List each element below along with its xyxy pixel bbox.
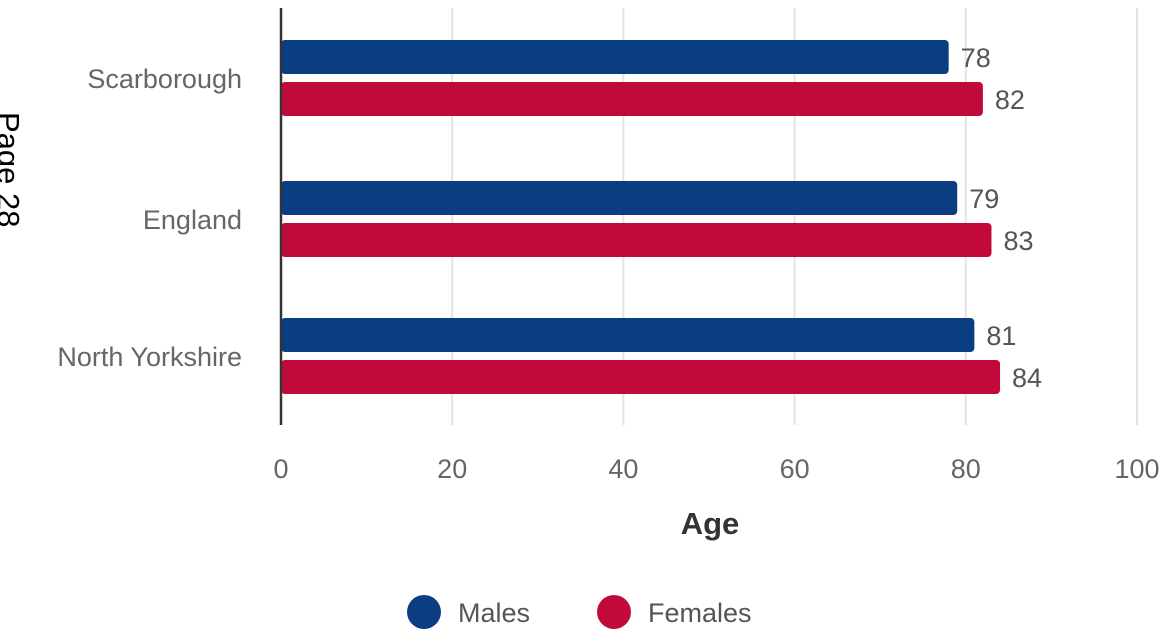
bar-females	[281, 360, 1001, 394]
category-label: North Yorkshire	[57, 342, 242, 372]
x-tick-label: 100	[1114, 454, 1159, 484]
data-label: 84	[1012, 363, 1042, 393]
legend: Males Females	[407, 595, 752, 629]
x-tick-label: 0	[273, 454, 288, 484]
data-label: 81	[986, 321, 1016, 351]
gridlines	[451, 8, 1138, 425]
data-label: 83	[1003, 226, 1033, 256]
data-label: 82	[995, 85, 1025, 115]
x-tick-label: 20	[437, 454, 467, 484]
x-tick-label: 60	[780, 454, 810, 484]
data-label: 79	[969, 184, 999, 214]
bar-females	[281, 82, 983, 116]
legend-marker-males	[407, 595, 441, 629]
legend-marker-females	[597, 595, 631, 629]
bar-males	[281, 318, 975, 352]
category-label: Scarborough	[87, 64, 242, 94]
x-tick-label: 80	[951, 454, 981, 484]
page-number-label: Page 28	[0, 112, 26, 228]
bar-males	[281, 40, 949, 74]
x-axis-title: Age	[681, 506, 740, 541]
data-label: 78	[961, 43, 991, 73]
labels: 0 20 40 60 80 100 Scarborough England North York…	[57, 43, 1159, 484]
bar-females	[281, 223, 992, 257]
category-label: England	[143, 205, 242, 235]
bars	[281, 40, 1001, 394]
bar-males	[281, 181, 958, 215]
x-tick-label: 40	[608, 454, 638, 484]
legend-label-females: Females	[648, 598, 752, 628]
legend-label-males: Males	[458, 598, 530, 628]
